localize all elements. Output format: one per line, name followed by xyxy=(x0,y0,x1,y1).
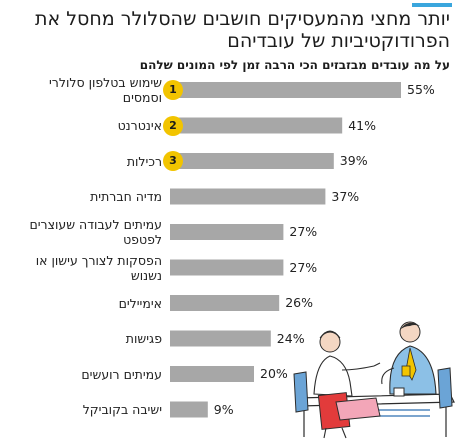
category-label-4: מדיה חברתית xyxy=(90,189,162,204)
value-label-2: 41% xyxy=(348,117,376,133)
value-label-8: 24% xyxy=(276,330,305,346)
value-label-1: 55% xyxy=(407,82,435,97)
category-label-7: אימיילים xyxy=(118,295,162,311)
bar-9 xyxy=(170,366,254,382)
value-label-4: 37% xyxy=(331,188,360,204)
bar-4 xyxy=(170,188,326,205)
bar-5 xyxy=(170,224,284,240)
category-label-2: אינטרנט xyxy=(117,118,162,133)
rank-badge-1: 1 xyxy=(163,80,183,100)
chart-subtitle: על מה עובדים מבזבזים הכי הרבה זמן לפי המ… xyxy=(139,58,450,72)
office-meeting-illustration xyxy=(293,321,455,439)
bar-3 xyxy=(170,153,334,169)
accent-bar xyxy=(412,3,452,7)
bar-10 xyxy=(170,401,208,418)
category-label-8: פגישות xyxy=(125,331,162,346)
value-label-9: 20% xyxy=(260,366,288,381)
value-label-10: 9% xyxy=(213,401,234,417)
rank-badge-3: 3 xyxy=(163,151,183,171)
category-label-10: ישיבה בקוביקל xyxy=(82,402,162,417)
category-label-6: הפסקות לצורך עישון או נשנוש xyxy=(35,252,162,283)
bar-6 xyxy=(170,259,284,276)
value-label-5: 27% xyxy=(289,224,318,239)
category-label-5: עמיתים לעבודה שעוצרים לפטפט xyxy=(29,217,162,247)
value-label-3: 39% xyxy=(339,153,368,168)
value-label-6: 27% xyxy=(289,259,318,275)
bar-7 xyxy=(170,295,280,311)
category-label-9: עמיתים רועשים xyxy=(81,366,162,382)
category-label-3: רכילות xyxy=(126,153,162,169)
rank-badge-2: 2 xyxy=(163,115,183,136)
value-label-7: 26% xyxy=(285,295,313,310)
bar-8 xyxy=(170,330,271,347)
category-label-1: שימוש בטלפון סלולרי וסמסים xyxy=(49,75,162,105)
bar-2 xyxy=(170,117,343,134)
chart-title: יותר מחצי מהמעסיקים חושבים שהסלולר מחסל … xyxy=(35,8,450,52)
bar-1 xyxy=(170,82,401,98)
